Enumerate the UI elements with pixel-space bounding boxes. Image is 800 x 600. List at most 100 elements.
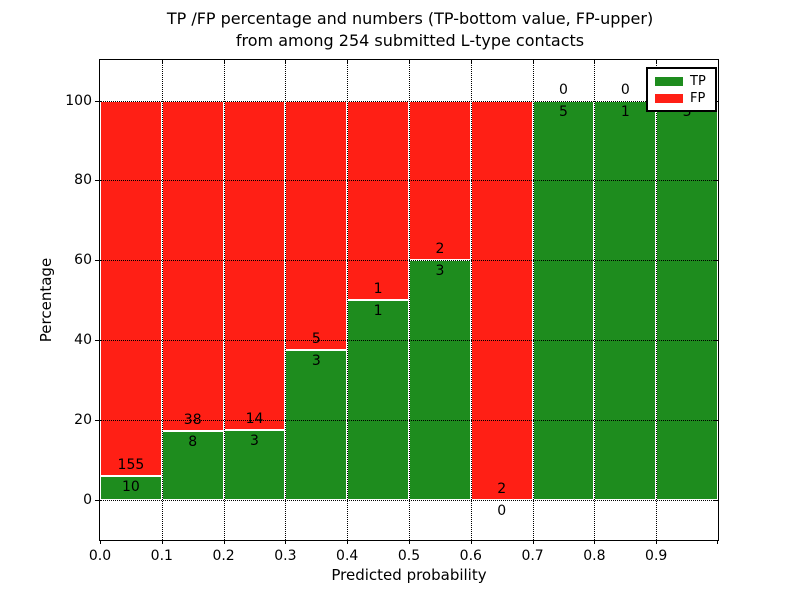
x-tick-mark bbox=[285, 540, 287, 544]
x-tick-label: 0.8 bbox=[583, 548, 606, 564]
fp-count-label: 2 bbox=[435, 241, 445, 258]
tp-bar-segment bbox=[532, 100, 595, 500]
legend-swatch-tp bbox=[655, 77, 683, 86]
plot-area: 15510388143531123200501030.00.10.20.30.4… bbox=[65, 59, 719, 564]
x-tick-mark bbox=[161, 540, 163, 544]
x-tick-mark bbox=[100, 540, 101, 544]
y-tick-mark-right bbox=[713, 500, 718, 501]
tp-bar-segment bbox=[409, 260, 471, 500]
y-tick-mark-right bbox=[713, 420, 718, 422]
x-gridline bbox=[656, 60, 658, 540]
x-tick-mark-top bbox=[594, 60, 596, 64]
fp-count-label: 0 bbox=[620, 81, 630, 98]
x-tick-label: 0.7 bbox=[521, 548, 544, 564]
tp-bar-segment bbox=[285, 350, 348, 500]
x-tick-mark-top bbox=[409, 60, 410, 64]
chart-title-line1: TP /FP percentage and numbers (TP-bottom… bbox=[166, 9, 654, 28]
y-tick-mark-right bbox=[713, 260, 718, 262]
x-tick-mark bbox=[717, 540, 718, 544]
x-tick-mark bbox=[409, 540, 410, 544]
y-tick-mark bbox=[95, 260, 100, 262]
fp-bar-segment bbox=[223, 100, 286, 430]
x-tick-mark-top bbox=[161, 60, 163, 64]
y-gridline bbox=[100, 260, 718, 262]
x-gridline bbox=[409, 60, 410, 540]
x-tick-label: 0.4 bbox=[336, 548, 359, 564]
y-tick-label: 20 bbox=[74, 412, 92, 429]
x-tick-mark-top bbox=[470, 60, 472, 64]
tp-count-label: 5 bbox=[559, 103, 568, 120]
x-tick-mark bbox=[656, 540, 658, 544]
y-tick-mark bbox=[95, 340, 100, 342]
fp-bar-segment bbox=[347, 100, 409, 301]
legend-row-fp: FP bbox=[655, 90, 715, 107]
fp-count-label: 155 bbox=[117, 456, 145, 473]
legend-row-tp: TP bbox=[655, 73, 715, 90]
fp-bar-segment bbox=[161, 100, 224, 431]
fp-count-label: 14 bbox=[245, 410, 264, 427]
fp-count-label: 38 bbox=[183, 411, 202, 428]
x-axis-label: Predicted probability bbox=[331, 566, 487, 584]
legend-label-fp: FP bbox=[690, 91, 706, 106]
y-tick-mark-right bbox=[713, 180, 718, 182]
chart-title-line2: from among 254 submitted L-type contacts bbox=[235, 31, 585, 50]
y-tick-label: 40 bbox=[74, 332, 92, 349]
y-gridline bbox=[100, 340, 718, 342]
y-tick-mark bbox=[95, 180, 100, 182]
tp-count-label: 3 bbox=[311, 353, 321, 370]
fp-bar-segment bbox=[470, 100, 533, 500]
tp-bar-segment bbox=[100, 475, 162, 500]
x-tick-label: 0.6 bbox=[459, 548, 482, 564]
tp-bar-segment bbox=[594, 100, 657, 500]
y-axis-label: Percentage bbox=[37, 257, 55, 343]
x-tick-label: 0.2 bbox=[212, 548, 235, 564]
tp-count-label: 3 bbox=[435, 263, 445, 280]
tp-count-label: 8 bbox=[188, 433, 198, 450]
x-gridline bbox=[532, 60, 534, 540]
y-tick-mark-right bbox=[713, 340, 718, 342]
fp-count-label: 0 bbox=[559, 81, 568, 98]
y-tick-label: 100 bbox=[65, 92, 92, 109]
x-tick-label: 0.5 bbox=[397, 548, 421, 564]
y-gridline bbox=[100, 420, 718, 422]
tp-bar-segment bbox=[656, 100, 718, 500]
x-tick-mark-top bbox=[285, 60, 287, 64]
x-tick-label: 0.9 bbox=[645, 548, 668, 564]
x-gridline bbox=[223, 60, 225, 540]
x-tick-mark-top bbox=[656, 60, 658, 64]
fp-bar-segment bbox=[285, 100, 348, 351]
y-tick-label: 60 bbox=[74, 252, 92, 269]
y-tick-mark bbox=[95, 500, 100, 501]
x-gridline bbox=[285, 60, 287, 540]
tp-count-label: 1 bbox=[620, 103, 630, 120]
tp-count-label: 1 bbox=[373, 303, 383, 320]
tp-bar-segment bbox=[223, 429, 286, 500]
x-tick-label: 0.0 bbox=[88, 548, 112, 564]
fp-bar-segment bbox=[100, 100, 162, 476]
x-tick-mark bbox=[532, 540, 534, 544]
legend-label-tp: TP bbox=[690, 74, 706, 89]
legend: TP FP bbox=[646, 67, 717, 112]
x-tick-mark bbox=[347, 540, 349, 544]
y-tick-mark bbox=[95, 100, 100, 102]
x-tick-mark-top bbox=[532, 60, 534, 64]
fp-count-label: 5 bbox=[311, 331, 321, 348]
x-tick-mark bbox=[470, 540, 472, 544]
x-tick-mark bbox=[223, 540, 225, 544]
legend-swatch-fp bbox=[655, 94, 683, 103]
x-gridline bbox=[470, 60, 472, 540]
x-tick-label: 0.3 bbox=[274, 548, 297, 564]
y-tick-label: 80 bbox=[74, 172, 92, 189]
x-gridline bbox=[594, 60, 596, 540]
y-gridline bbox=[100, 500, 718, 501]
fp-count-label: 1 bbox=[373, 281, 383, 298]
x-tick-mark-top bbox=[347, 60, 349, 64]
y-tick-mark bbox=[95, 420, 100, 422]
x-gridline bbox=[161, 60, 163, 540]
y-tick-label: 0 bbox=[83, 492, 92, 508]
x-tick-mark-top bbox=[223, 60, 225, 64]
fp-count-label: 2 bbox=[497, 481, 507, 497]
y-gridline bbox=[100, 180, 718, 182]
x-tick-label: 0.1 bbox=[150, 548, 173, 564]
